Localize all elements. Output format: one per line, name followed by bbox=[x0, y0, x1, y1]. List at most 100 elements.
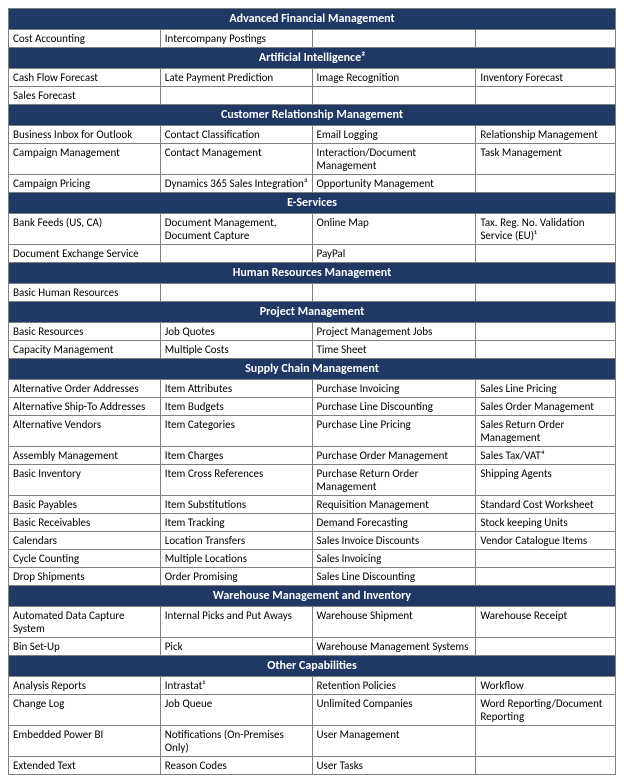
table-cell: User Management bbox=[312, 726, 476, 757]
table-cell: Dynamics 365 Sales Integration³ bbox=[160, 175, 312, 193]
table-cell: Item Attributes bbox=[160, 380, 312, 398]
table-cell bbox=[160, 284, 312, 302]
table-cell: Document Management, Document Capture bbox=[160, 214, 312, 245]
table-cell: Alternative Ship-To Addresses bbox=[9, 398, 161, 416]
table-cell: Demand Forecasting bbox=[312, 514, 476, 532]
section-header: E-Services bbox=[9, 193, 616, 214]
section-header: Other Capabilities bbox=[9, 656, 616, 677]
table-cell bbox=[476, 341, 616, 359]
table-row: Cycle CountingMultiple LocationsSales In… bbox=[9, 550, 616, 568]
table-cell: Multiple Locations bbox=[160, 550, 312, 568]
table-cell: Opportunity Management bbox=[312, 175, 476, 193]
table-cell: Basic Inventory bbox=[9, 465, 161, 496]
table-row: Campaign ManagementContact ManagementInt… bbox=[9, 144, 616, 175]
table-cell: Assembly Management bbox=[9, 447, 161, 465]
table-cell: Item Substitutions bbox=[160, 496, 312, 514]
table-row: Drop ShipmentsOrder PromisingSales Line … bbox=[9, 568, 616, 586]
table-cell: Change Log bbox=[9, 695, 161, 726]
table-cell: Unlimited Companies bbox=[312, 695, 476, 726]
table-row: Cash Flow ForecastLate Payment Predictio… bbox=[9, 69, 616, 87]
table-cell bbox=[476, 550, 616, 568]
table-cell: Pick bbox=[160, 638, 312, 656]
table-cell bbox=[476, 638, 616, 656]
table-cell: Business Inbox for Outlook bbox=[9, 126, 161, 144]
table-cell: Word Reporting/Document Reporting bbox=[476, 695, 616, 726]
table-cell: Project Management Jobs bbox=[312, 323, 476, 341]
section-header: Supply Chain Management bbox=[9, 359, 616, 380]
table-cell bbox=[476, 245, 616, 263]
table-cell: Interaction/Document Management bbox=[312, 144, 476, 175]
table-cell: Basic Payables bbox=[9, 496, 161, 514]
table-cell: Image Recognition bbox=[312, 69, 476, 87]
table-cell: Basic Receivables bbox=[9, 514, 161, 532]
table-cell bbox=[476, 568, 616, 586]
table-cell: Embedded Power BI bbox=[9, 726, 161, 757]
table-cell bbox=[476, 757, 616, 775]
table-cell bbox=[476, 726, 616, 757]
table-cell: Drop Shipments bbox=[9, 568, 161, 586]
table-cell: Retention Policies bbox=[312, 677, 476, 695]
table-cell: Internal Picks and Put Aways bbox=[160, 607, 312, 638]
table-cell: Task Management bbox=[476, 144, 616, 175]
table-row: Cost AccountingIntercompany Postings bbox=[9, 30, 616, 48]
table-cell: Sales Return Order Management bbox=[476, 416, 616, 447]
table-cell: Basic Human Resources bbox=[9, 284, 161, 302]
table-row: Bin Set-UpPickWarehouse Management Syste… bbox=[9, 638, 616, 656]
table-cell: Notifications (On-Premises Only) bbox=[160, 726, 312, 757]
table-cell: Reason Codes bbox=[160, 757, 312, 775]
table-cell bbox=[476, 323, 616, 341]
table-cell: Inventory Forecast bbox=[476, 69, 616, 87]
table-row: Alternative VendorsItem CategoriesPurcha… bbox=[9, 416, 616, 447]
table-cell bbox=[476, 87, 616, 105]
table-cell: Purchase Order Management bbox=[312, 447, 476, 465]
table-cell: Standard Cost Worksheet bbox=[476, 496, 616, 514]
table-cell: Sales Line Discounting bbox=[312, 568, 476, 586]
table-cell: Relationship Management bbox=[476, 126, 616, 144]
table-cell: Job Queue bbox=[160, 695, 312, 726]
table-row: Basic ReceivablesItem TrackingDemand For… bbox=[9, 514, 616, 532]
table-row: Alternative Order AddressesItem Attribut… bbox=[9, 380, 616, 398]
table-cell: Campaign Management bbox=[9, 144, 161, 175]
table-cell: Cost Accounting bbox=[9, 30, 161, 48]
table-cell: Sales Line Pricing bbox=[476, 380, 616, 398]
table-row: Basic ResourcesJob QuotesProject Managem… bbox=[9, 323, 616, 341]
table-row: Analysis ReportsIntrastat¹Retention Poli… bbox=[9, 677, 616, 695]
table-cell: Order Promising bbox=[160, 568, 312, 586]
table-cell bbox=[312, 87, 476, 105]
table-cell: Sales Tax/VAT⁴ bbox=[476, 447, 616, 465]
capabilities-table: Advanced Financial ManagementCost Accoun… bbox=[8, 8, 616, 775]
table-cell: Intercompany Postings bbox=[160, 30, 312, 48]
table-cell: Document Exchange Service bbox=[9, 245, 161, 263]
table-row: Document Exchange ServicePayPal bbox=[9, 245, 616, 263]
table-cell: Requisition Management bbox=[312, 496, 476, 514]
table-cell: Intrastat¹ bbox=[160, 677, 312, 695]
table-cell: Item Charges bbox=[160, 447, 312, 465]
table-cell: Time Sheet bbox=[312, 341, 476, 359]
table-cell: Purchase Return Order Management bbox=[312, 465, 476, 496]
table-cell: Shipping Agents bbox=[476, 465, 616, 496]
table-cell: Cycle Counting bbox=[9, 550, 161, 568]
table-cell: Item Budgets bbox=[160, 398, 312, 416]
table-cell: Cash Flow Forecast bbox=[9, 69, 161, 87]
table-cell: Sales Forecast bbox=[9, 87, 161, 105]
table-cell: Campaign Pricing bbox=[9, 175, 161, 193]
table-cell: User Tasks bbox=[312, 757, 476, 775]
table-cell: Capacity Management bbox=[9, 341, 161, 359]
table-cell: Item Categories bbox=[160, 416, 312, 447]
table-cell: Extended Text bbox=[9, 757, 161, 775]
table-cell: Warehouse Receipt bbox=[476, 607, 616, 638]
table-row: Bank Feeds (US, CA)Document Management, … bbox=[9, 214, 616, 245]
table-row: Automated Data Capture SystemInternal Pi… bbox=[9, 607, 616, 638]
section-header: Customer Relationship Management bbox=[9, 105, 616, 126]
table-cell: Location Transfers bbox=[160, 532, 312, 550]
table-cell: Item Cross References bbox=[160, 465, 312, 496]
table-cell: Vendor Catalogue Items bbox=[476, 532, 616, 550]
section-header: Artificial Intelligence² bbox=[9, 48, 616, 69]
table-cell: Tax. Reg. No. Validation Service (EU)¹ bbox=[476, 214, 616, 245]
table-cell: Calendars bbox=[9, 532, 161, 550]
table-row: Change LogJob QueueUnlimited CompaniesWo… bbox=[9, 695, 616, 726]
table-cell: Sales Order Management bbox=[476, 398, 616, 416]
table-cell bbox=[160, 87, 312, 105]
table-cell: Basic Resources bbox=[9, 323, 161, 341]
table-cell: Job Quotes bbox=[160, 323, 312, 341]
